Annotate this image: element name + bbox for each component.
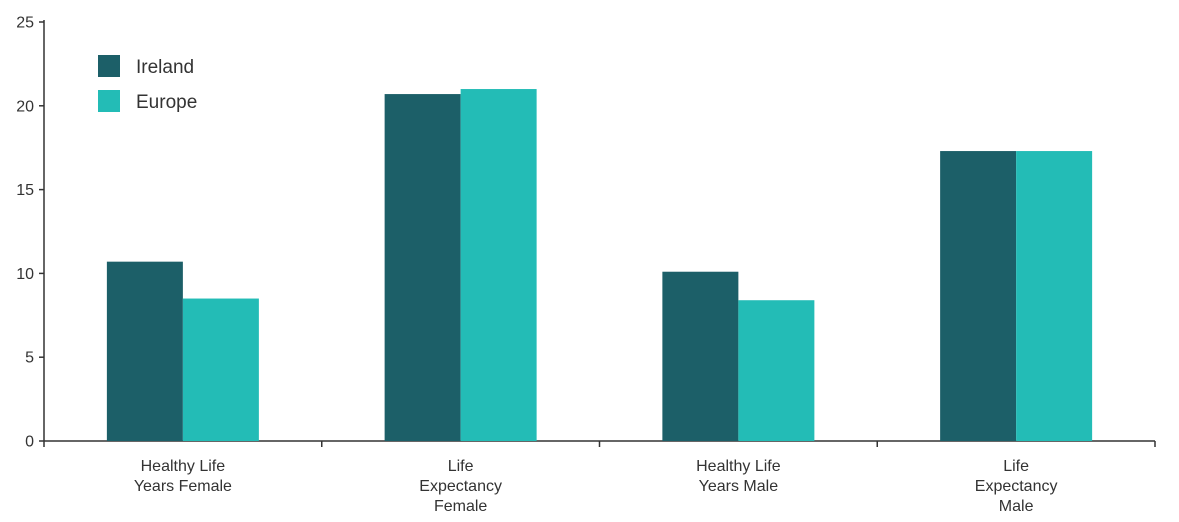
y-tick-label: 5 <box>25 350 34 367</box>
bar-europe <box>460 89 537 441</box>
legend-label-europe: Europe <box>136 92 197 113</box>
x-category-label: Healthy Life Years Female <box>134 458 232 495</box>
y-tick-label: 15 <box>16 182 34 199</box>
y-tick-label: 25 <box>16 15 34 32</box>
legend: Ireland Europe <box>98 55 197 113</box>
bar-europe <box>182 298 259 441</box>
bar-europe <box>1016 151 1093 441</box>
legend-swatch-europe <box>98 90 120 112</box>
bar-ireland <box>940 151 1017 441</box>
x-category-label: Life Expectancy Male <box>975 458 1058 515</box>
bar-ireland <box>384 94 461 442</box>
bar-europe <box>738 300 815 441</box>
legend-swatch-ireland <box>98 55 120 77</box>
y-tick-label: 10 <box>16 266 34 283</box>
x-category-label: Life Expectancy Female <box>419 458 502 515</box>
legend-label-ireland: Ireland <box>136 57 194 78</box>
y-tick-label: 0 <box>25 434 34 451</box>
bar-ireland <box>662 271 739 441</box>
bar-ireland <box>106 261 183 441</box>
y-tick-label: 20 <box>16 98 34 115</box>
bars <box>106 89 1093 442</box>
axis-labels: 0 5 10 15 20 25 Healthy Life Years Female Life Ex… <box>16 15 1057 516</box>
x-category-label: Healthy Life Years Male <box>696 458 781 495</box>
